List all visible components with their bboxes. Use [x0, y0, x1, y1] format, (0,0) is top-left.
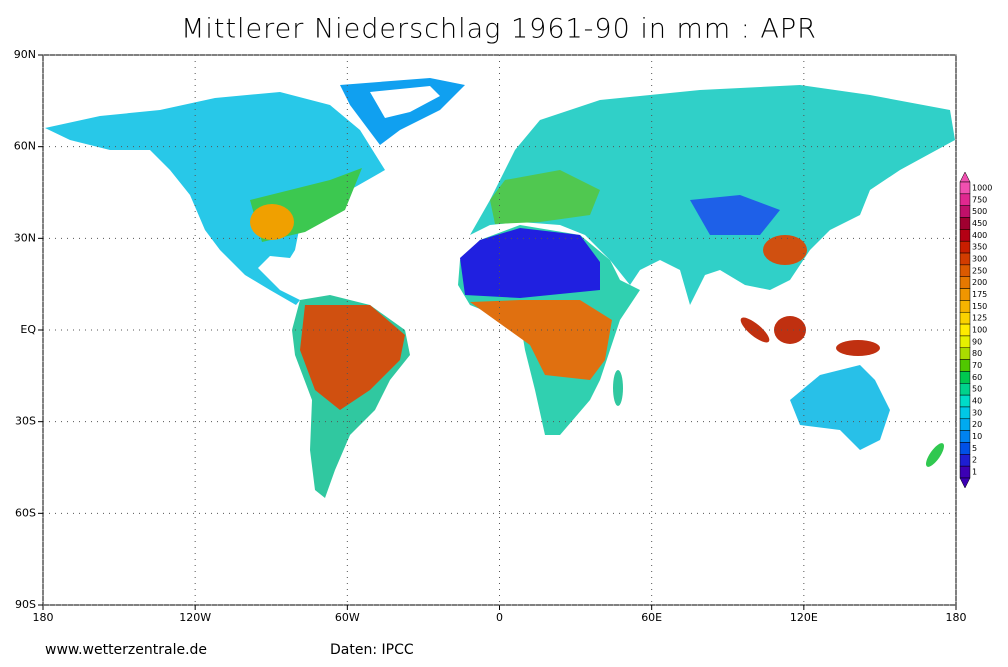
legend-swatch	[959, 442, 971, 455]
legend-label: 400	[972, 231, 987, 240]
legend-swatch	[959, 371, 971, 384]
legend-label: 300	[972, 254, 987, 263]
amazon	[300, 305, 405, 410]
legend-swatch	[959, 323, 971, 337]
new-guinea	[836, 340, 880, 356]
legend-label: 80	[972, 349, 982, 358]
lon-tick-label: 180	[946, 611, 967, 624]
legend-top-arrow	[959, 171, 971, 183]
legend-swatch	[959, 418, 971, 431]
legend-label: 450	[972, 219, 987, 228]
new-zealand	[925, 443, 945, 467]
lat-tick-label: 90N	[14, 48, 36, 61]
legend-swatch	[959, 335, 971, 349]
lat-tick-label: 60S	[15, 506, 36, 519]
lat-tick-label: 30N	[14, 231, 36, 244]
legend-swatch	[959, 300, 971, 313]
footer-site: www.wetterzentrale.de	[45, 642, 207, 658]
lat-tick-label: EQ	[20, 323, 36, 336]
legend-swatch	[959, 252, 971, 266]
legend-swatch	[959, 359, 971, 372]
legend-label: 500	[972, 207, 987, 216]
legend-swatch	[959, 240, 971, 254]
sahara	[460, 228, 600, 298]
central-asia	[690, 195, 780, 235]
legend-swatch	[959, 465, 971, 479]
north-america	[45, 92, 385, 305]
legend-label: 20	[972, 420, 982, 429]
legend-swatch	[959, 347, 971, 360]
legend-swatch	[959, 454, 971, 467]
legend-swatch	[959, 311, 971, 325]
legend-label: 100	[972, 326, 987, 335]
legend-swatch	[959, 205, 971, 218]
lat-tick-label: 90S	[15, 598, 36, 611]
lat-tick-label: 60N	[14, 140, 36, 153]
south-china	[763, 235, 807, 265]
legend-swatch	[959, 229, 971, 242]
legend-swatch	[959, 288, 971, 301]
lon-tick-label: 60E	[641, 611, 662, 624]
legend-swatch	[959, 394, 971, 408]
lon-tick-label: 0	[496, 611, 503, 624]
australia	[790, 365, 890, 450]
madagascar	[613, 370, 623, 406]
lat-tick-label: 30S	[15, 415, 36, 428]
legend-label: 1000	[972, 183, 992, 192]
map-title: Mittlerer Niederschlag 1961-90 in mm : A…	[181, 14, 817, 45]
greenland-interior	[370, 86, 440, 118]
legend-label: 40	[972, 397, 982, 406]
europe	[490, 170, 600, 224]
borneo	[774, 316, 806, 344]
legend-swatch	[959, 193, 971, 206]
lon-tick-label: 120W	[179, 611, 211, 624]
legend-label: 10	[972, 432, 982, 441]
legend-label: 150	[972, 302, 987, 311]
legend-swatch	[959, 430, 971, 443]
sumatra	[740, 317, 770, 343]
legend-label: 350	[972, 243, 987, 252]
legend-label: 90	[972, 337, 982, 346]
legend-label: 750	[972, 195, 987, 204]
legend-swatch	[959, 276, 971, 289]
legend-swatch	[959, 217, 971, 230]
legend-label: 50	[972, 385, 982, 394]
lon-tick-label: 180	[33, 611, 54, 624]
land	[45, 78, 955, 498]
legend-label: 30	[972, 408, 982, 417]
legend-label: 1	[972, 468, 977, 477]
footer-source: Daten: IPCC	[330, 642, 414, 658]
eurasia	[470, 85, 955, 305]
legend-label: 70	[972, 361, 982, 370]
legend-swatch	[959, 264, 971, 277]
legend-label: 200	[972, 278, 987, 287]
legend-label: 60	[972, 373, 982, 382]
central-africa	[470, 300, 612, 380]
legend-swatch	[959, 181, 971, 195]
lon-tick-label: 120E	[790, 611, 818, 624]
us-southeast	[250, 204, 294, 240]
legend-bottom-arrow	[959, 477, 971, 489]
legend-label: 125	[972, 314, 987, 323]
legend-label: 2	[972, 456, 977, 465]
legend-swatch	[959, 406, 971, 420]
legend-label: 5	[972, 444, 977, 453]
legend-label: 175	[972, 290, 987, 299]
legend-swatch	[959, 383, 971, 396]
legend-label: 250	[972, 266, 987, 275]
lon-tick-label: 60W	[335, 611, 360, 624]
